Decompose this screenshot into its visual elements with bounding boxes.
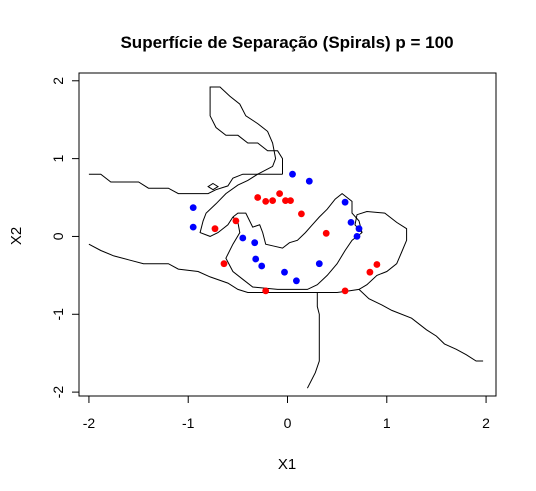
red-point-1 — [232, 217, 240, 225]
plot-box — [78, 72, 497, 397]
boundary-segment-2 — [225, 192, 363, 290]
red-point-2 — [254, 194, 262, 201]
boundary-small-diamond — [207, 182, 219, 191]
x-tick-label: -2 — [83, 415, 96, 431]
x-axis: -2 -1 0 1 2 — [83, 395, 490, 431]
decision-boundary — [88, 86, 484, 389]
blue-point-0 — [189, 204, 197, 212]
y-tick-label: 1 — [50, 154, 66, 162]
red-point-7 — [287, 197, 294, 205]
red-point-12 — [341, 287, 349, 295]
y-tick-label: 0 — [50, 232, 66, 240]
red-point-10 — [220, 260, 228, 268]
blue-point-8 — [239, 234, 247, 242]
blue-point-3 — [305, 177, 313, 185]
blue-point-1 — [189, 223, 197, 231]
y-tick-label: -2 — [50, 386, 66, 399]
blue-point-7 — [353, 233, 361, 240]
blue-point-9 — [251, 239, 259, 247]
red-point-0 — [211, 225, 219, 233]
boundary-segment-1 — [199, 86, 283, 237]
red-point-14 — [373, 261, 381, 268]
y-tick-label: -1 — [50, 308, 66, 321]
red-point-5 — [276, 190, 283, 198]
x-tick-label: 1 — [383, 415, 391, 431]
blue-point-4 — [341, 198, 349, 206]
red-point-8 — [298, 210, 305, 218]
blue-point-12 — [281, 268, 288, 276]
red-point-3 — [262, 198, 270, 205]
red-point-11 — [262, 287, 270, 295]
blue-point-14 — [315, 260, 323, 268]
boundary-segment-5 — [358, 289, 484, 362]
x-tick-label: 0 — [284, 415, 292, 431]
red-point-13 — [366, 268, 374, 276]
blue-point-13 — [293, 277, 300, 285]
x-tick-label: -1 — [182, 415, 195, 431]
chart-title: Superfície de Separação (Spirals) p = 10… — [120, 33, 453, 52]
data-points — [189, 170, 381, 295]
blue-point-6 — [355, 225, 363, 233]
red-point-4 — [269, 197, 276, 205]
boundary-segment-4 — [306, 292, 320, 389]
red-point-6 — [282, 197, 289, 205]
x-axis-label: X1 — [278, 456, 296, 473]
blue-point-2 — [289, 170, 296, 178]
blue-point-10 — [252, 255, 260, 263]
y-axis: -2 -1 0 1 2 — [50, 77, 80, 399]
boundary-segment-0 — [88, 173, 283, 195]
y-axis-label: X2 — [8, 227, 25, 245]
x-tick-label: 2 — [482, 415, 490, 431]
blue-point-5 — [347, 219, 355, 226]
y-tick-label: 2 — [50, 77, 66, 85]
red-point-9 — [322, 229, 330, 237]
blue-point-11 — [258, 262, 266, 270]
boundary-segment-3 — [88, 210, 408, 293]
